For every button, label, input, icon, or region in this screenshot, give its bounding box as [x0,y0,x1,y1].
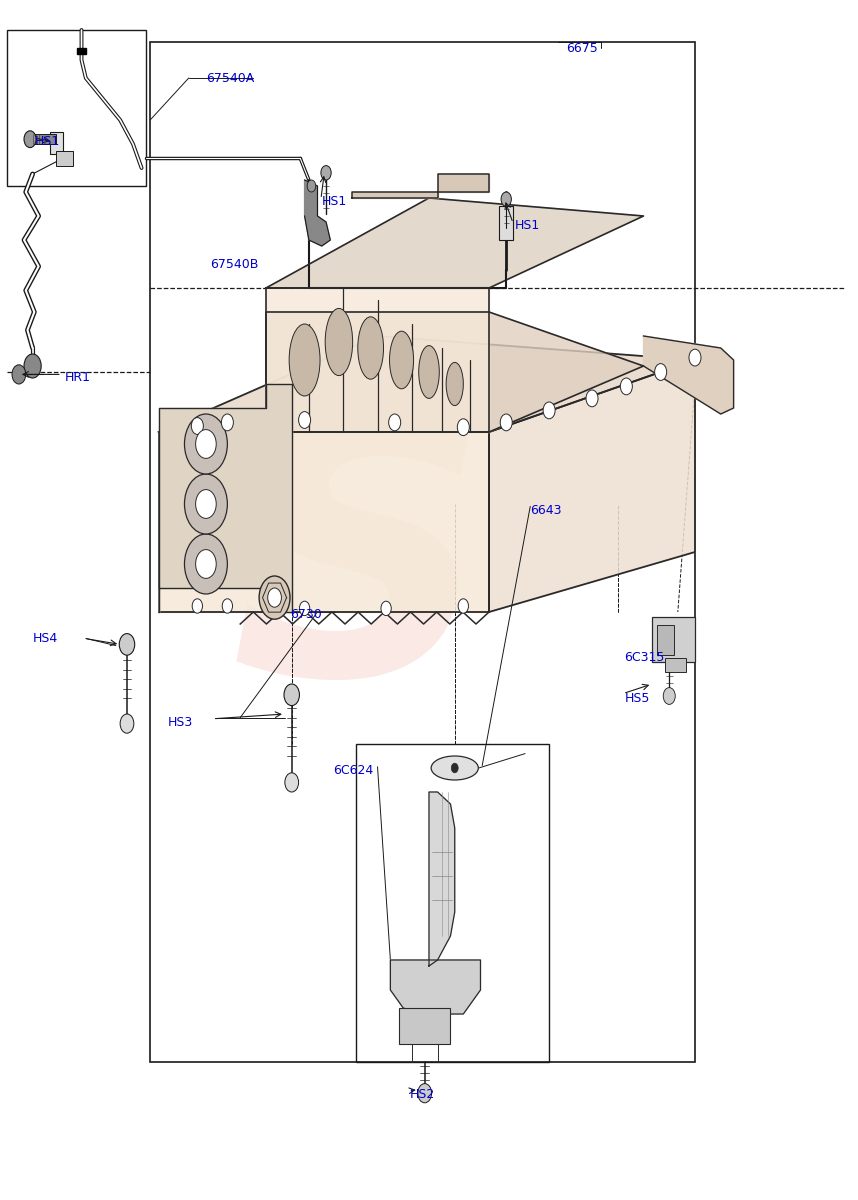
Text: HS1: HS1 [322,196,347,208]
Text: S: S [230,402,491,750]
Circle shape [24,354,41,378]
Circle shape [285,773,299,792]
Bar [657,625,674,655]
Circle shape [120,714,134,733]
Circle shape [543,402,555,419]
Circle shape [451,763,458,773]
Polygon shape [390,960,480,1014]
Bar [150,42,695,1062]
Circle shape [268,588,281,607]
Bar [499,206,513,240]
Circle shape [284,684,299,706]
Polygon shape [266,288,489,432]
Circle shape [299,412,311,428]
Circle shape [196,490,216,518]
Circle shape [184,414,227,474]
Circle shape [192,599,202,613]
Ellipse shape [446,362,463,406]
Circle shape [222,599,233,613]
Bar [356,744,549,1062]
Polygon shape [352,174,489,198]
Bar [665,658,686,672]
Polygon shape [159,432,489,612]
Text: HS3: HS3 [167,716,192,728]
Text: HS1: HS1 [34,136,59,148]
Circle shape [12,365,26,384]
Circle shape [191,418,203,434]
Text: HS1: HS1 [515,220,540,232]
Polygon shape [266,198,644,288]
Circle shape [196,430,216,458]
Text: HS5: HS5 [625,692,650,704]
Polygon shape [159,336,695,432]
Circle shape [501,192,511,206]
Circle shape [620,378,632,395]
Polygon shape [266,312,644,432]
Circle shape [418,1084,432,1103]
Polygon shape [159,384,292,612]
Ellipse shape [289,324,320,396]
Circle shape [389,414,401,431]
Circle shape [500,414,512,431]
Text: 6643: 6643 [530,504,562,516]
Circle shape [24,131,36,148]
Bar [7,30,146,186]
Ellipse shape [431,756,479,780]
Circle shape [184,474,227,534]
Circle shape [586,390,598,407]
Bar [50,132,63,154]
Text: 67540B: 67540B [210,258,258,270]
Circle shape [119,634,135,655]
Polygon shape [644,336,734,414]
Polygon shape [305,180,330,246]
Bar [34,134,56,144]
Circle shape [259,576,290,619]
Bar [652,617,695,662]
Circle shape [299,601,310,616]
Text: HR1: HR1 [64,372,90,384]
Circle shape [457,419,469,436]
Polygon shape [489,360,695,612]
Ellipse shape [390,331,414,389]
Ellipse shape [419,346,439,398]
Ellipse shape [358,317,384,379]
Bar [399,1008,450,1044]
Ellipse shape [325,308,353,376]
Circle shape [689,349,701,366]
Text: HS4: HS4 [33,632,57,644]
Circle shape [458,599,468,613]
Circle shape [196,550,216,578]
Text: 67540A: 67540A [206,72,254,84]
Circle shape [184,534,227,594]
Text: 6730: 6730 [290,608,322,620]
Polygon shape [77,48,86,54]
Circle shape [321,166,331,180]
Bar [56,151,73,166]
Circle shape [663,688,675,704]
Text: 6C315: 6C315 [625,652,665,664]
Text: 6675: 6675 [566,42,598,54]
Circle shape [655,364,667,380]
Polygon shape [429,792,455,966]
Text: HS2: HS2 [410,1088,435,1100]
Circle shape [307,180,316,192]
Circle shape [221,414,233,431]
Circle shape [381,601,391,616]
Text: 6C624: 6C624 [333,764,373,776]
